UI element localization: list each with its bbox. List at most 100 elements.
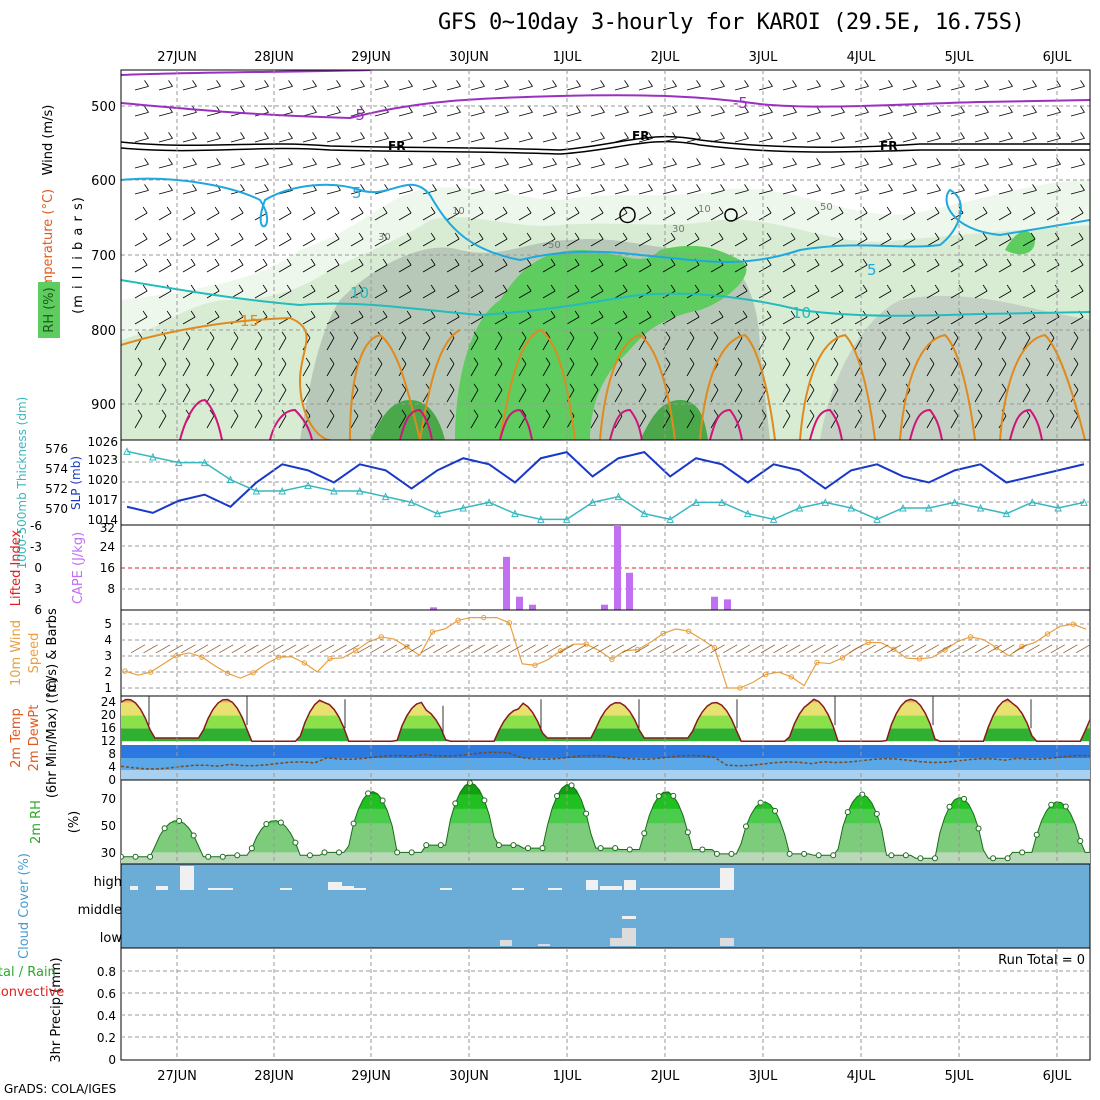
wind-barb bbox=[902, 264, 916, 273]
wind-barb-flag bbox=[238, 232, 244, 240]
rh-marker bbox=[263, 821, 270, 828]
wind-barb bbox=[206, 415, 215, 429]
wind-barb-flag bbox=[648, 158, 653, 165]
rh-label: RH (%) bbox=[42, 287, 57, 332]
wind-barb-flag bbox=[358, 284, 364, 292]
wind-barb bbox=[782, 316, 796, 325]
wind-barb bbox=[230, 137, 245, 143]
wind-barb bbox=[1070, 189, 1085, 195]
temperature-panel: 0 4 8 12 16 20 24 2m Temp 2m DewPt (6hr … bbox=[9, 678, 1091, 798]
wind-barb bbox=[446, 363, 455, 377]
wind-barb-flag bbox=[912, 106, 917, 113]
wind-barb bbox=[422, 212, 436, 221]
wind-barb bbox=[278, 85, 293, 91]
wind-label-line: Speed bbox=[27, 633, 42, 674]
rh-marker bbox=[844, 809, 851, 816]
wind-barb-flag bbox=[238, 206, 244, 214]
wind-barb bbox=[134, 85, 149, 91]
wind-barb-flag bbox=[425, 357, 431, 365]
wind-barb bbox=[134, 389, 143, 403]
wind-barb bbox=[350, 85, 365, 91]
wind-barb bbox=[518, 337, 527, 351]
wind-barb-flag bbox=[648, 106, 653, 113]
wind-barb-flag bbox=[401, 383, 407, 391]
wind-barb-flag bbox=[641, 331, 647, 339]
wind-barb bbox=[998, 363, 1007, 377]
wind-barb-flag bbox=[264, 184, 269, 191]
wind-barb-flag bbox=[142, 206, 148, 214]
wind-barb bbox=[134, 238, 148, 247]
wind-barb bbox=[254, 290, 268, 299]
wind-barb-flag bbox=[432, 106, 437, 113]
wind-barb bbox=[206, 337, 215, 351]
surface-wind-barb bbox=[382, 644, 398, 654]
surface-wind-barb bbox=[483, 644, 498, 654]
wind-barb-flag bbox=[881, 409, 887, 417]
rh-marker bbox=[641, 830, 648, 837]
wind-barb bbox=[398, 290, 412, 299]
contour-label: 50 bbox=[548, 240, 561, 251]
wind-barb bbox=[1046, 189, 1061, 195]
wind-barb-flag bbox=[528, 132, 533, 139]
cloud-cover-panel: high middle low Cloud Cover (%) bbox=[17, 853, 1091, 959]
wind-barb bbox=[662, 264, 676, 273]
surface-wind-barb bbox=[660, 644, 675, 654]
slp-thickness-panel: 570 572 574 576 1014 1017 1020 1023 1026… bbox=[15, 397, 1091, 569]
wind-barb-flag bbox=[593, 357, 599, 365]
wind-barb bbox=[350, 337, 359, 351]
wind-barb bbox=[446, 238, 460, 247]
wind-barb-flag bbox=[190, 206, 196, 214]
thickness-marker bbox=[640, 509, 649, 518]
wind-barb-flag bbox=[600, 184, 605, 191]
wind-barb-flag bbox=[504, 132, 509, 139]
wind-barb bbox=[950, 163, 965, 169]
wind-barb bbox=[1022, 363, 1031, 377]
wind-barb-flag bbox=[480, 80, 485, 87]
wind-barb bbox=[542, 316, 556, 325]
wind-barb bbox=[182, 264, 196, 273]
wind-barb-flag bbox=[912, 80, 917, 87]
wind-barb bbox=[518, 389, 527, 403]
wind-barb-flag bbox=[665, 357, 671, 365]
rh-marker bbox=[466, 780, 473, 786]
wind-barb bbox=[902, 290, 916, 299]
wind-barb bbox=[254, 238, 268, 247]
rh-marker bbox=[713, 850, 720, 857]
slp-tick: 1020 bbox=[87, 473, 118, 487]
wind-barb-flag bbox=[934, 284, 940, 292]
wind-barb-flag bbox=[672, 80, 677, 87]
wind-barb-flag bbox=[334, 206, 340, 214]
wind-barb bbox=[422, 264, 436, 273]
wind-barb bbox=[182, 238, 196, 247]
wind-barb bbox=[854, 415, 863, 429]
wind-barb bbox=[1070, 264, 1084, 273]
wind-barb-flag bbox=[881, 357, 887, 365]
wind-barb-flag bbox=[358, 232, 364, 240]
wind-barb bbox=[494, 264, 508, 273]
wind-barb-flag bbox=[953, 357, 959, 365]
surface-wind-barb bbox=[370, 644, 385, 654]
wind-barb bbox=[518, 85, 533, 91]
wind-barb bbox=[806, 238, 820, 247]
wind-barb bbox=[302, 238, 316, 247]
wind-barb-flag bbox=[593, 383, 599, 391]
wind-barb-flag bbox=[864, 80, 869, 87]
wind-barb bbox=[350, 316, 364, 325]
wind-barb-flag bbox=[785, 331, 791, 339]
li-tick: 3 bbox=[34, 582, 42, 596]
contour-label: FR bbox=[632, 129, 649, 143]
wind-barb-flag bbox=[814, 258, 820, 266]
wind-barb-flag bbox=[960, 158, 965, 165]
wind-barb-flag bbox=[792, 106, 797, 113]
date-axis-bottom: 27JUN 28JUN 29JUN 30JUN 1JUL 2JUL 3JUL 4JUL 5JUL… bbox=[157, 1069, 1072, 1084]
surface-wind-barb bbox=[823, 644, 839, 654]
wind-barb-flag bbox=[696, 106, 701, 113]
wind-barb-flag bbox=[766, 258, 772, 266]
wind-speed-marker bbox=[378, 634, 384, 640]
wind-barb bbox=[134, 212, 148, 221]
wind-barb-flag bbox=[216, 158, 221, 165]
rh-marker bbox=[757, 799, 764, 806]
wind-barb bbox=[782, 137, 797, 143]
wind-barb bbox=[878, 111, 893, 117]
rh-marker bbox=[626, 846, 633, 853]
